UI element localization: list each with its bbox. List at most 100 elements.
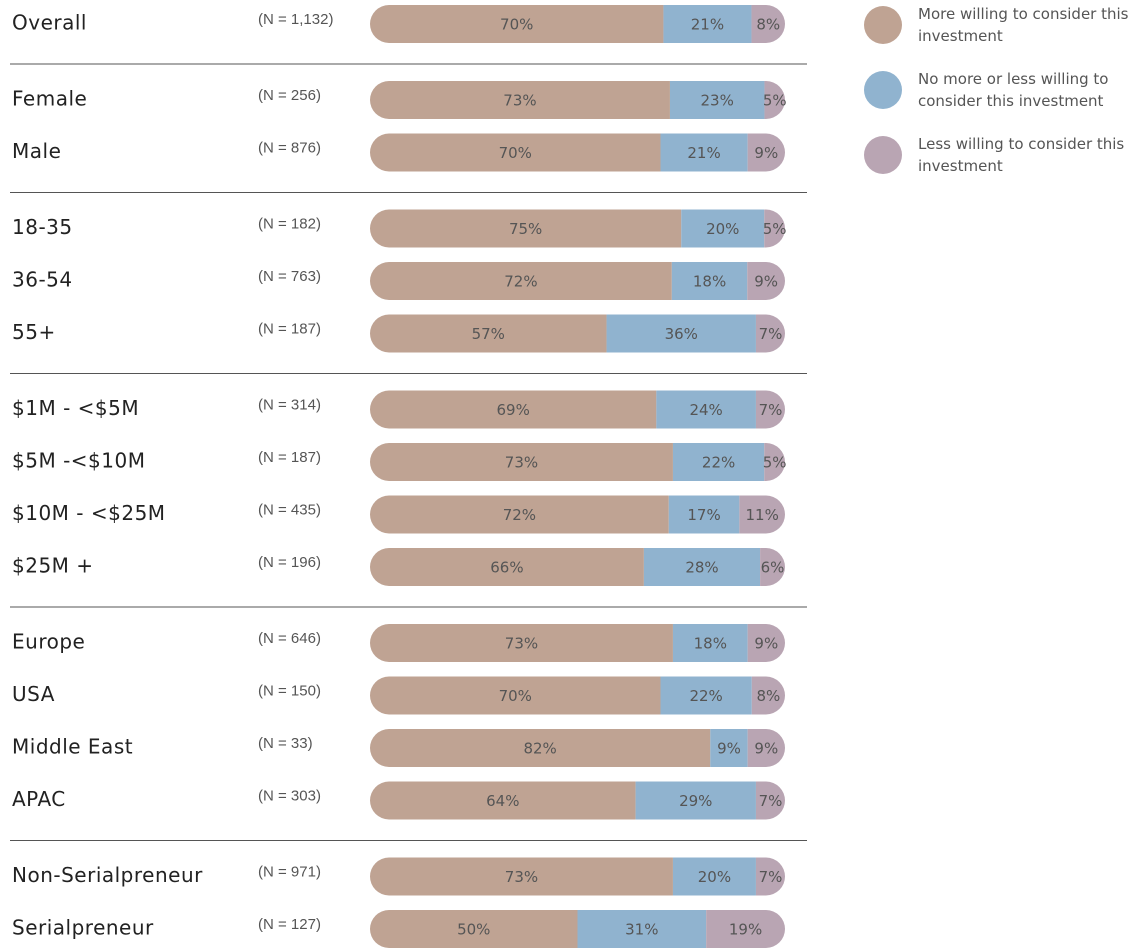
bar-row bbox=[370, 495, 785, 534]
value-label: 20% bbox=[698, 868, 731, 886]
value-label: 28% bbox=[685, 559, 718, 577]
sample-size-label: (N = 1,132) bbox=[258, 11, 333, 28]
bar-segment bbox=[751, 5, 785, 43]
bar-segment bbox=[739, 495, 785, 534]
value-label: 66% bbox=[490, 559, 523, 577]
category-label: $1M - <$5M bbox=[12, 396, 139, 420]
value-label: 72% bbox=[503, 506, 536, 524]
value-label: 31% bbox=[625, 921, 658, 939]
value-label: 20% bbox=[706, 220, 739, 238]
value-label: 17% bbox=[687, 506, 720, 524]
bar-row bbox=[370, 81, 785, 119]
value-label: 82% bbox=[523, 740, 556, 758]
bar-segment bbox=[370, 495, 669, 534]
legend-swatch bbox=[864, 71, 902, 109]
sample-size-label: (N = 150) bbox=[258, 682, 321, 699]
bar-segment bbox=[764, 81, 785, 119]
sample-size-label: (N = 314) bbox=[258, 396, 321, 413]
bar-segment bbox=[656, 390, 756, 429]
sample-size-label: (N = 435) bbox=[258, 501, 321, 518]
value-label: 9% bbox=[754, 144, 778, 162]
value-label: 9% bbox=[717, 740, 741, 758]
bar-segment bbox=[370, 624, 673, 662]
bar-segment bbox=[370, 81, 670, 119]
category-label: Serialpreneur bbox=[12, 916, 154, 940]
sample-size-label: (N = 876) bbox=[258, 139, 321, 156]
value-label: 9% bbox=[754, 635, 778, 653]
bar-row bbox=[370, 5, 785, 43]
value-label: 5% bbox=[763, 220, 787, 238]
bar-segment bbox=[660, 676, 752, 715]
category-label: Female bbox=[12, 87, 87, 111]
bar-row bbox=[370, 676, 785, 715]
bar-segment bbox=[577, 910, 707, 948]
value-label: 9% bbox=[754, 273, 778, 291]
bar-row bbox=[370, 857, 785, 896]
value-label: 72% bbox=[504, 273, 537, 291]
value-label: 7% bbox=[759, 325, 783, 343]
legend-label: No more or less willing to consider this… bbox=[918, 70, 1109, 110]
bar-segment bbox=[681, 209, 765, 248]
value-label: 21% bbox=[687, 144, 720, 162]
category-label: APAC bbox=[12, 787, 66, 811]
value-label: 19% bbox=[729, 921, 762, 939]
sample-size-label: (N = 187) bbox=[258, 449, 321, 466]
bar-segment bbox=[663, 5, 752, 43]
bar-segment bbox=[370, 443, 673, 481]
bar-segment bbox=[755, 390, 785, 429]
category-label: $10M - <$25M bbox=[12, 501, 166, 525]
value-label: 21% bbox=[691, 16, 724, 34]
bar-row bbox=[370, 910, 785, 948]
sample-size-label: (N = 127) bbox=[258, 916, 321, 933]
category-label: Non-Serialpreneur bbox=[12, 863, 203, 887]
bar-segment bbox=[643, 548, 761, 586]
category-label: Europe bbox=[12, 630, 85, 654]
value-label: 64% bbox=[486, 792, 519, 810]
bar-segment bbox=[370, 133, 661, 172]
bar-segment bbox=[606, 314, 756, 353]
value-label: 23% bbox=[701, 92, 734, 110]
bar-segment bbox=[635, 781, 756, 820]
bar-segment bbox=[751, 676, 785, 715]
bar-row bbox=[370, 781, 785, 820]
bar-segment bbox=[669, 81, 765, 119]
bar-segment bbox=[706, 910, 785, 948]
legend-label: More willing to consider this investment bbox=[918, 5, 1129, 45]
value-label: 73% bbox=[505, 454, 538, 472]
value-label: 7% bbox=[759, 868, 783, 886]
sample-size-label: (N = 187) bbox=[258, 320, 321, 337]
bar-row bbox=[370, 209, 785, 248]
bar-segment bbox=[370, 910, 578, 948]
category-label: 18-35 bbox=[12, 215, 73, 239]
sample-size-label: (N = 971) bbox=[258, 863, 321, 880]
category-label: 55+ bbox=[12, 320, 56, 344]
sample-size-label: (N = 303) bbox=[258, 787, 321, 804]
bar-segment bbox=[370, 262, 672, 300]
category-label: $25M + bbox=[12, 554, 94, 578]
legend-label: Less willing to consider this investment bbox=[918, 135, 1125, 175]
bar-segment bbox=[755, 857, 785, 896]
bar-segment bbox=[672, 443, 765, 481]
value-label: 22% bbox=[689, 687, 722, 705]
bar-row bbox=[370, 729, 785, 767]
bar-segment bbox=[764, 209, 785, 248]
value-label: 8% bbox=[756, 16, 780, 34]
bar-segment bbox=[370, 209, 682, 248]
bar-row bbox=[370, 548, 785, 586]
bar-segment bbox=[747, 624, 785, 662]
value-label: 29% bbox=[679, 792, 712, 810]
bar-segment bbox=[370, 548, 644, 586]
sample-size-label: (N = 256) bbox=[258, 87, 321, 104]
value-label: 73% bbox=[503, 92, 536, 110]
bar-segment bbox=[672, 857, 756, 896]
bar-segment bbox=[672, 624, 748, 662]
bar-segment bbox=[755, 314, 785, 353]
bar-segment bbox=[370, 781, 636, 820]
value-label: 5% bbox=[763, 454, 787, 472]
value-label: 8% bbox=[757, 687, 781, 705]
sample-size-label: (N = 196) bbox=[258, 554, 321, 571]
bar-segment bbox=[764, 443, 785, 481]
bar-segment bbox=[370, 857, 673, 896]
